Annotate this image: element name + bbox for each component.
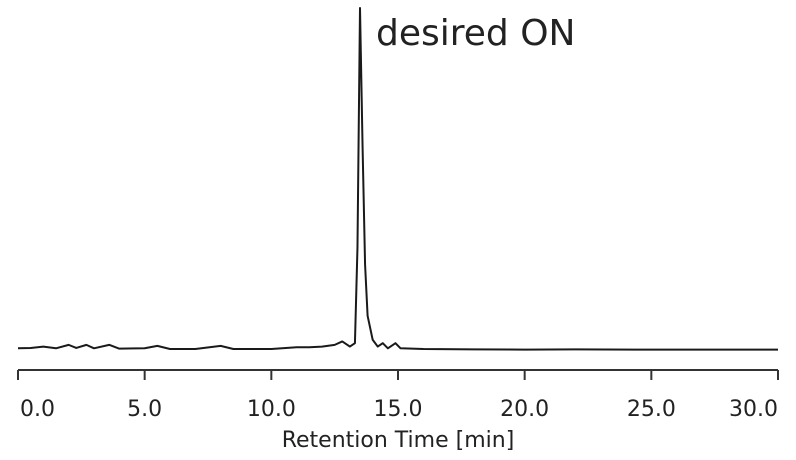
x-tick-label: 25.0 <box>627 397 676 422</box>
x-tick-label: 20.0 <box>500 397 549 422</box>
annotation: desired ON <box>376 13 575 54</box>
x-tick-label: 30.0 <box>729 397 778 422</box>
x-tick-label: 15.0 <box>374 397 423 422</box>
x-tick-label: 5.0 <box>127 397 162 422</box>
x-tick-label: 10.0 <box>247 397 296 422</box>
x-tick-label: 0.0 <box>20 397 55 422</box>
chromatogram-line <box>17 7 778 351</box>
x-axis-label: Retention Time [min] <box>282 428 515 453</box>
